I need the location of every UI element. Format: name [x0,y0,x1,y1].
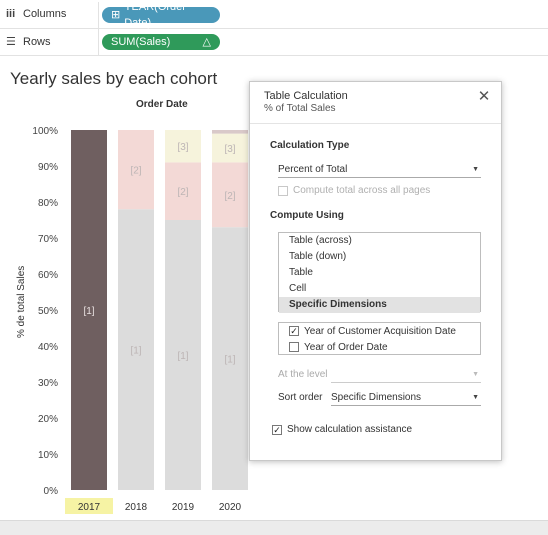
sort-order-value: Specific Dimensions [331,392,422,403]
compute-total-row[interactable]: Compute total across all pages [278,185,430,196]
bar-segment[interactable] [212,130,248,134]
order-date-header: Order Date [136,99,188,110]
bar-label: [2] [224,191,235,202]
date-dimension-icon: ⊞ [111,9,121,21]
y-tick-label: 30% [38,378,58,389]
calculation-type-heading: Calculation Type [270,140,350,151]
status-bar [0,520,548,535]
y-tick-label: 100% [32,126,58,137]
bar-label: [3] [177,142,188,153]
bar-segment[interactable] [71,130,107,490]
list-item[interactable]: Cell [289,283,307,294]
list-item-selected[interactable]: Specific Dimensions [279,297,480,313]
columns-label: Columns [23,8,67,20]
dialog-divider [250,123,501,124]
rows-icon: ☰ [6,36,16,48]
viz-title: Yearly sales by each cohort [10,69,218,88]
sum-sales-pill[interactable]: SUM(Sales) △ [102,34,220,50]
y-tick-label: 70% [38,234,58,245]
table-calculation-dialog: Table Calculation % of Total Sales ✕ Cal… [249,81,502,461]
table-calc-delta-icon: △ [202,36,211,48]
columns-shelf: iii Columns ⊞ YEAR(Order Date) [0,1,548,29]
y-tick-label: 90% [38,162,58,173]
bar-label: [3] [224,144,235,155]
compute-using-list[interactable]: Table (across) Table (down) Table Cell S… [278,232,481,313]
bar-label: [2] [130,166,141,177]
dialog-subtitle: % of Total Sales [264,103,336,114]
y-tick-label: 50% [38,306,58,317]
bar-label: [1] [224,355,235,366]
columns-icon: iii [6,8,16,20]
dimensions-list: ✓ Year of Customer Acquisition Date Year… [278,322,481,355]
pill-label: YEAR(Order Date) [124,1,186,29]
compute-using-heading: Compute Using [270,210,344,221]
list-item[interactable]: Table (down) [289,251,347,262]
stacked-bar-chart: 0% 10% 20% 30% 40% 50% 60% 70% 80% 90% 100% [1] 2017… [32,126,248,514]
bar-segment[interactable] [118,130,154,210]
x-tick-label[interactable]: 2019 [172,502,195,513]
y-tick-label: 60% [38,270,58,281]
x-tick-label[interactable]: 2020 [219,502,242,513]
calculation-type-dropdown[interactable]: Percent of Total ▼ [278,162,481,178]
compute-total-label: Compute total across all pages [293,185,431,196]
year-order-date-pill[interactable]: ⊞ YEAR(Order Date) [102,1,220,29]
show-assistance-row[interactable]: ✓ Show calculation assistance [272,424,412,435]
bar-segment[interactable] [165,220,201,490]
y-tick-label: 40% [38,342,58,353]
list-item[interactable]: Table [289,267,313,278]
pill-label: SUM(Sales) [111,36,171,48]
bar-segment[interactable] [165,162,201,220]
bar-segment[interactable] [165,130,201,163]
compute-total-checkbox[interactable] [278,185,288,196]
bar-label: [1] [83,306,94,317]
show-assistance-label: Show calculation assistance [287,424,413,435]
columns-shelf-label: iii Columns [6,8,66,20]
calculation-type-value: Percent of Total [278,164,348,175]
list-item[interactable]: Table (across) [289,235,352,246]
caret-down-icon: ▼ [472,166,479,173]
x-tick-label[interactable]: 2017 [78,502,101,513]
close-icon[interactable]: ✕ [477,88,491,105]
caret-down-icon: ▼ [472,394,479,401]
y-tick-label: 80% [38,198,58,209]
dimension-row[interactable]: Year of Order Date [279,339,480,355]
dimension-checkbox[interactable] [289,342,299,352]
bar-segment[interactable] [118,209,154,490]
y-tick-label: 0% [44,486,59,497]
dimension-label: Year of Customer Acquisition Date [304,325,456,337]
bar-segment[interactable] [212,162,248,228]
bar-label: [1] [177,351,188,362]
shelf-divider [98,2,99,28]
at-the-level-dropdown[interactable]: ▼ [331,367,481,383]
dimension-row[interactable]: ✓ Year of Customer Acquisition Date [279,323,480,339]
dimension-label: Year of Order Date [304,341,388,353]
caret-down-icon: ▼ [472,371,479,378]
sort-order-label: Sort order [278,392,323,403]
rows-shelf-label: ☰ Rows [6,35,51,49]
bar-label: [1] [130,346,141,357]
show-assistance-checkbox-checked[interactable]: ✓ [272,424,282,435]
y-tick-label: 10% [38,450,58,461]
selected-category-highlight [65,498,113,514]
shelf-divider [98,29,99,55]
sort-order-dropdown[interactable]: Specific Dimensions ▼ [331,390,481,406]
bar-label: [2] [177,187,188,198]
bar-segment[interactable] [212,133,248,163]
dimension-checkbox-checked[interactable]: ✓ [289,326,299,336]
rows-shelf: ☰ Rows SUM(Sales) △ [0,29,548,56]
y-tick-label: 20% [38,414,58,425]
dialog-title: Table Calculation [264,90,348,102]
bar-segment[interactable] [212,227,248,490]
rows-label: Rows [23,35,51,48]
at-the-level-label: At the level [278,369,328,380]
x-tick-label[interactable]: 2018 [125,502,148,513]
